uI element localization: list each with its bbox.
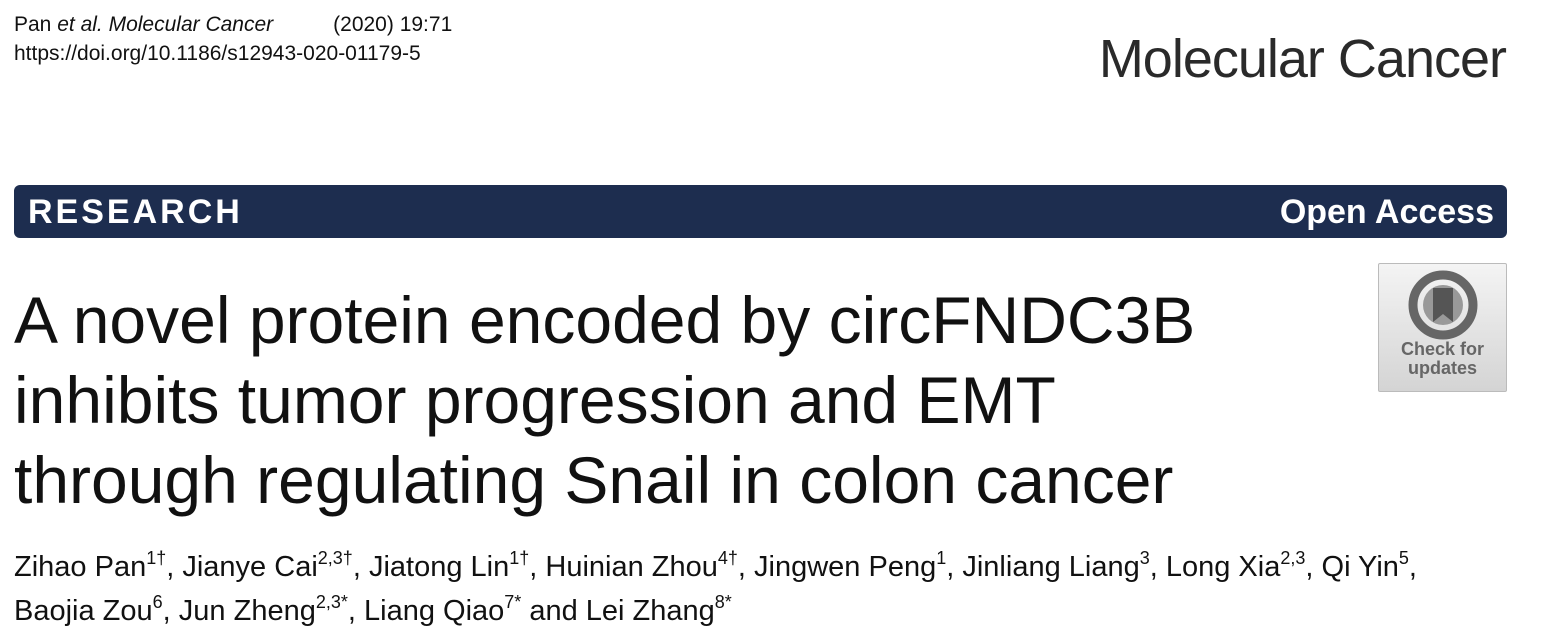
badge-text: updates xyxy=(1407,358,1477,378)
author: Baojia Zou6, xyxy=(14,592,179,627)
author-name: Huinian Zhou xyxy=(545,551,718,583)
author-separator: , xyxy=(737,551,755,583)
author: Jun Zheng2,3*, xyxy=(178,592,364,627)
author-name: Qi Yin xyxy=(1321,551,1399,583)
author-affiliation: 1† xyxy=(146,548,167,568)
author: Qi Yin5, xyxy=(1321,548,1426,583)
author-name: Long Xia xyxy=(1165,551,1281,583)
author-name: Baojia Zou xyxy=(14,595,153,627)
author-name: Zihao Pan xyxy=(14,551,147,583)
author-separator: , xyxy=(1408,551,1426,583)
author: Jinliang Liang3, xyxy=(962,548,1166,583)
journal-name: Molecular Cancer xyxy=(1098,29,1507,89)
author: Long Xia2,3, xyxy=(1165,548,1322,583)
citation-line: Pan et al. Molecular Cancer (2020) 19:71 xyxy=(14,10,452,39)
author-list: Zihao Pan1†, Jianye Cai2,3†, Jiatong Lin… xyxy=(14,545,1444,633)
author-separator: , xyxy=(946,551,963,583)
author-name: Jinliang Liang xyxy=(962,551,1140,583)
author-separator: and xyxy=(521,595,586,627)
author-affiliation: 8* xyxy=(714,592,732,612)
article-type: RESEARCH xyxy=(28,193,243,231)
author-separator: , xyxy=(166,551,183,583)
author: Huinian Zhou4†, xyxy=(545,548,755,583)
author-separator: , xyxy=(529,551,546,583)
author-separator: , xyxy=(1149,551,1166,583)
author-separator: , xyxy=(352,551,369,583)
title-line: inhibits tumor progression and EMT xyxy=(14,363,1056,437)
author: Liang Qiao7* and xyxy=(364,592,586,627)
author-affiliation: 4† xyxy=(717,548,738,568)
author-affiliation: 7* xyxy=(504,592,522,612)
citation: Pan et al. Molecular Cancer (2020) 19:71 … xyxy=(14,10,452,68)
author-name: Lei Zhang xyxy=(585,595,715,627)
check-updates-badge[interactable]: Check for updates xyxy=(1378,263,1507,392)
journal-italic: et al. Molecular Cancer xyxy=(57,13,274,36)
author-separator: , xyxy=(347,595,364,627)
open-access: Open Access xyxy=(1279,193,1494,231)
author-affiliation: 1 xyxy=(936,548,947,568)
author-name: Jun Zheng xyxy=(178,595,316,627)
author-short: Pan xyxy=(14,13,52,36)
author: Lei Zhang8* xyxy=(585,592,732,627)
author-separator: , xyxy=(162,595,179,627)
author-affiliation: 2,3* xyxy=(315,592,348,612)
author-name: Liang Qiao xyxy=(364,595,505,627)
title-line: A novel protein encoded by circFNDC3B xyxy=(14,283,1196,357)
badge-text: Check for xyxy=(1400,339,1485,359)
author-name: Jiatong Lin xyxy=(368,551,510,583)
author: Jingwen Peng1, xyxy=(754,548,963,583)
author-separator: , xyxy=(1305,551,1322,583)
author-affiliation: 2,3 xyxy=(1280,548,1306,568)
doi: https://doi.org/10.1186/s12943-020-01179… xyxy=(14,42,421,65)
author-affiliation: 6 xyxy=(152,592,163,612)
author-affiliation: 5 xyxy=(1398,548,1409,568)
author-affiliation: 2,3† xyxy=(317,548,353,568)
banner: RESEARCH Open Access xyxy=(14,185,1507,238)
author-affiliation: 3 xyxy=(1139,548,1150,568)
article-title: A novel protein encoded by circFNDC3B inh… xyxy=(14,280,1195,520)
badge-icon xyxy=(1408,270,1477,340)
author-name: Jingwen Peng xyxy=(754,551,937,583)
author: Zihao Pan1†, xyxy=(14,548,183,583)
title-line: through regulating Snail in colon cancer xyxy=(14,443,1174,517)
author-name: Jianye Cai xyxy=(182,551,318,583)
author: Jianye Cai2,3†, xyxy=(182,548,369,583)
author-affiliation: 1† xyxy=(509,548,530,568)
volume: (2020) 19:71 xyxy=(333,13,453,36)
author: Jiatong Lin1†, xyxy=(368,548,546,583)
